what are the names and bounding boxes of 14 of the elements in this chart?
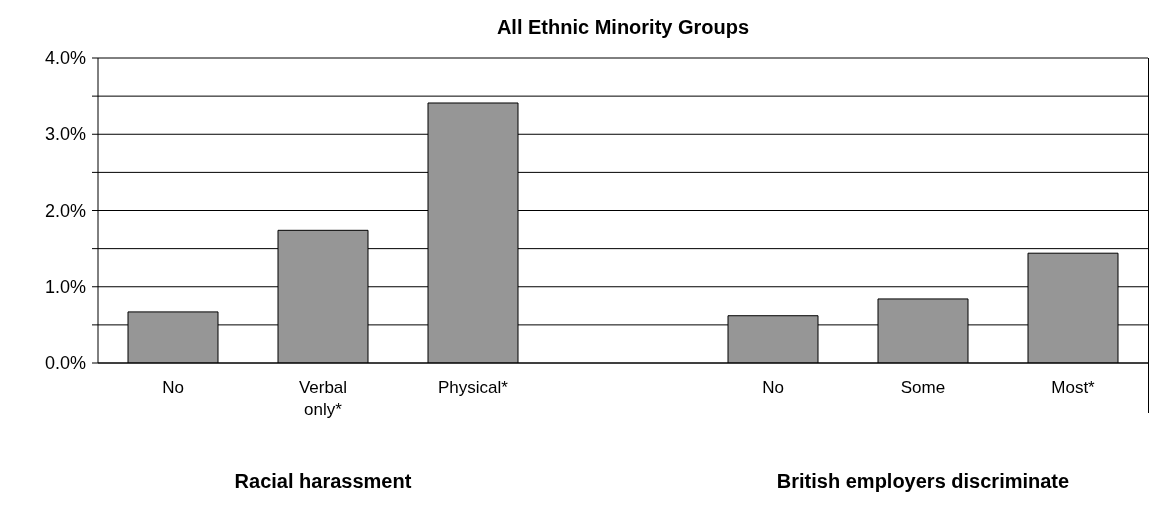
text: British employers discriminate: [775, 470, 1071, 493]
text: Racial harassment: [233, 470, 413, 493]
y-tick-label: 4.0%: [44, 48, 86, 68]
x-tick-label: No: [162, 378, 184, 397]
y-tick-label: 3.0%: [44, 124, 86, 145]
x-tick-label: Most*: [1051, 378, 1096, 397]
y-tick-label: 1.0%: [44, 276, 86, 297]
chart-title: All Ethnic Minority Groups: [495, 16, 751, 39]
x-tick-label: No: [762, 378, 784, 397]
x-tick-label: Some: [900, 378, 946, 397]
y-tick-label: 2.0%: [44, 200, 86, 221]
y-tick-label: 0.0%: [44, 353, 86, 373]
x-tick-label: Physical*: [438, 378, 509, 397]
x-tick-label: Verbal only*: [298, 378, 348, 419]
